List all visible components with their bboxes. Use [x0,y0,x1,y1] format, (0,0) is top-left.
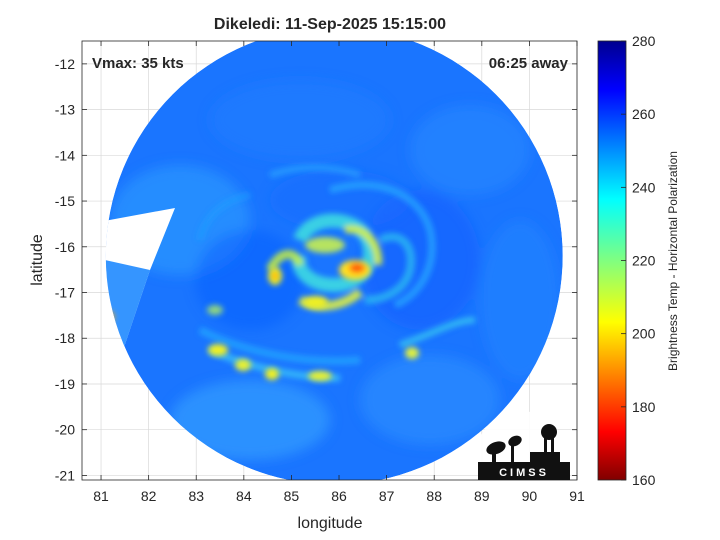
x-tick-label: 87 [379,488,395,504]
colorbar-ticks: 160 180 200 220 240 260 280 [621,33,656,488]
y-tick-label: -21 [55,467,75,483]
vmax-annotation: Vmax: 35 kts [92,55,184,72]
y-axis-ticks: -12 -13 -14 -15 -16 -17 -18 -19 -20 -21 [55,56,577,483]
y-tick-label: -18 [55,330,75,346]
colorbar-tick-label: 180 [632,399,656,415]
plot-frame [81,40,578,481]
x-tick-label: 84 [236,488,252,504]
colorbar-tick-label: 220 [632,253,656,269]
x-tick-label: 85 [284,488,300,504]
colorbar: 160 180 200 220 240 260 280 Brightness Temp - … [597,33,680,488]
x-axis-label: longitude [298,515,363,532]
colorbar-tick-label: 160 [632,472,656,488]
x-axis-ticks: 81 82 83 84 85 86 87 88 89 90 91 [93,41,585,504]
y-tick-label: -17 [55,285,75,301]
rain-bands [197,164,476,382]
y-tick-label: -13 [55,102,75,118]
x-tick-label: 91 [569,488,585,504]
x-tick-label: 81 [93,488,109,504]
convective-cores [105,237,419,381]
time-away-annotation: 06:25 away [489,55,569,72]
colorbar-tick-label: 280 [632,33,656,49]
colorbar-tick-label: 260 [632,106,656,122]
swath-edge-strip [105,255,150,365]
chart-title: Dikeledi: 11-Sep-2025 15:15:00 [214,16,446,33]
y-tick-label: -12 [55,56,75,72]
cimss-logo: CIMSS [476,411,570,480]
x-tick-label: 90 [522,488,538,504]
colorbar-tick-label: 240 [632,179,656,195]
y-tick-label: -20 [55,422,75,438]
y-tick-label: -15 [55,193,75,209]
y-tick-label: -16 [55,239,75,255]
y-axis-label: latitude [29,234,46,286]
x-tick-label: 86 [331,488,347,504]
y-tick-label: -14 [55,147,75,163]
plot-area: 81 82 83 84 85 86 87 88 89 90 91 -12-13-14-15-16-1… [55,40,585,504]
microwave-swath [105,41,563,480]
x-tick-label: 89 [474,488,490,504]
logo-text: CIMSS [499,467,549,479]
colorbar-tick-label: 200 [632,326,656,342]
x-tick-label: 82 [141,488,157,504]
y-tick-label: -19 [55,376,75,392]
x-tick-label: 83 [188,488,204,504]
swath-texture [110,80,560,460]
x-tick-label: 88 [426,488,442,504]
colorbar-label: Brightness Temp - Horizontal Polarizatio… [666,151,680,371]
